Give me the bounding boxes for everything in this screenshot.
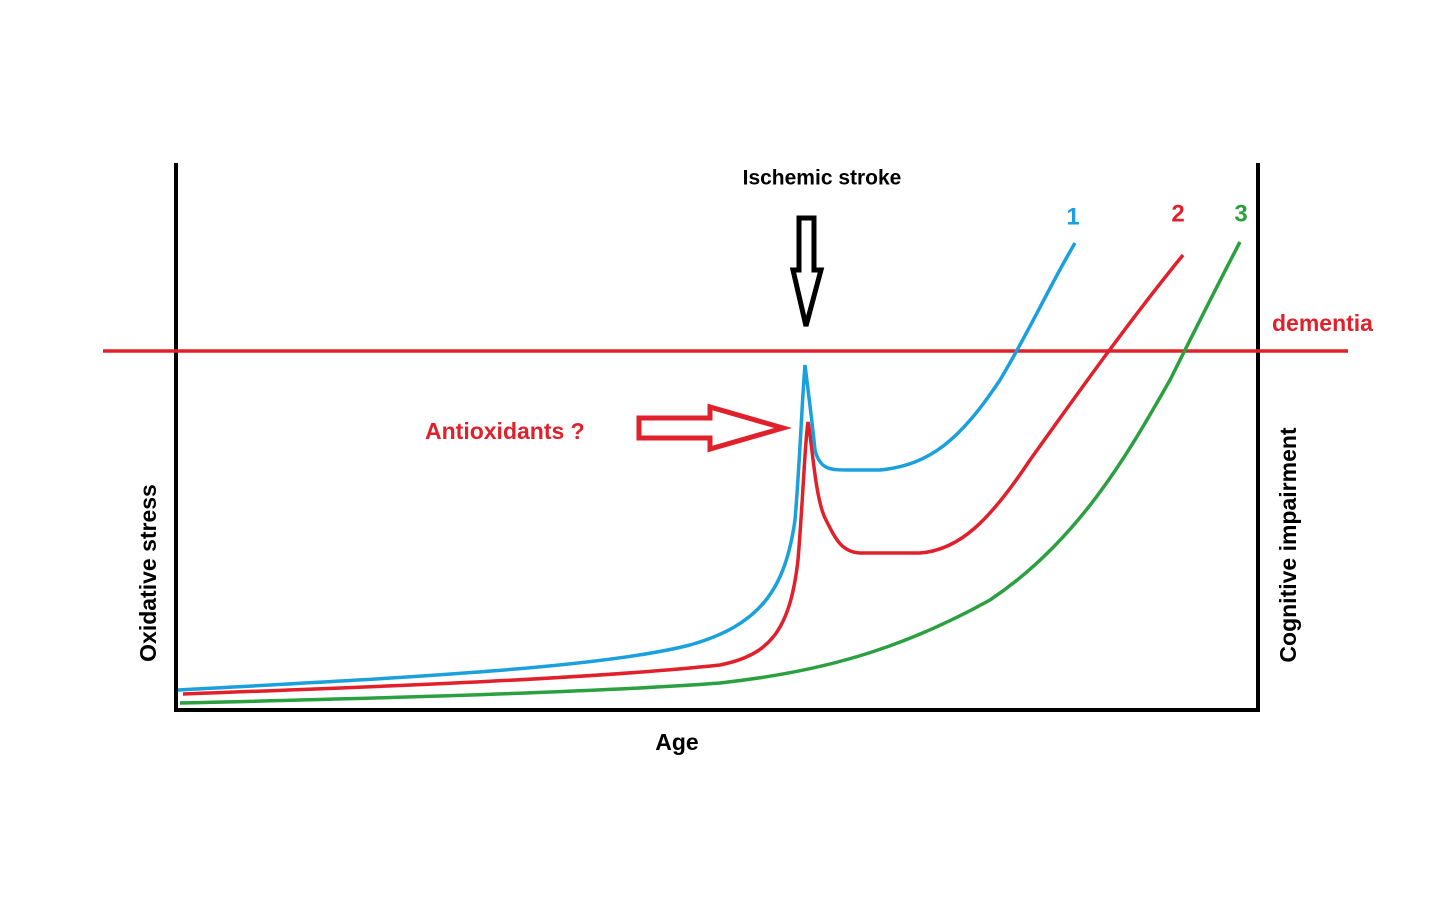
antioxidant-arrow: [636, 403, 793, 453]
curve-1: [177, 242, 1077, 692]
curve-label: 1: [1066, 203, 1079, 230]
y-right-axis-label: Cognitive impairment: [1275, 427, 1301, 662]
event-label: Ischemic stroke: [743, 167, 902, 190]
x-axis-label: Age: [655, 729, 698, 755]
intervention-label: Antioxidants ?: [425, 418, 585, 444]
stroke-arrow: [789, 215, 825, 327]
curve-label: 2: [1171, 200, 1184, 227]
threshold-label: dementia: [1272, 310, 1373, 336]
y-left-axis-label: Oxidative stress: [135, 484, 161, 662]
axes-frame: [174, 163, 1260, 712]
curve-2: [182, 253, 1185, 696]
curve-3: [179, 241, 1242, 705]
curve-label: 3: [1234, 200, 1247, 227]
